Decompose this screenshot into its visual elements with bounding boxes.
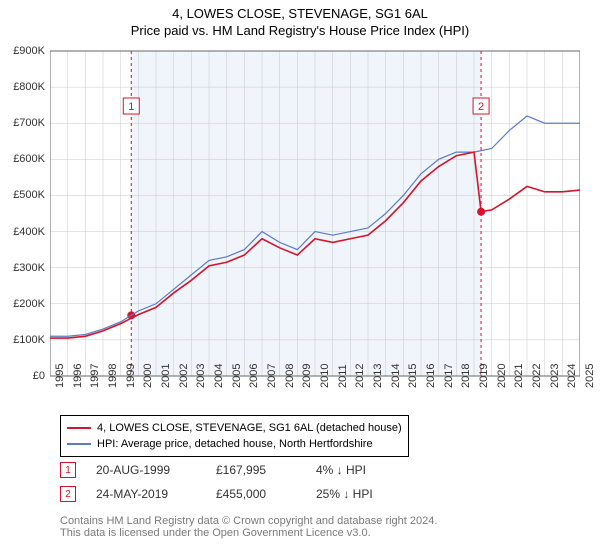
x-axis-label: 2020 bbox=[496, 364, 508, 388]
x-axis-label: 2005 bbox=[231, 364, 243, 388]
tx-price: £455,000 bbox=[216, 487, 296, 501]
x-axis-label: 2006 bbox=[248, 364, 260, 388]
legend-label: 4, LOWES CLOSE, STEVENAGE, SG1 6AL (deta… bbox=[97, 422, 402, 434]
legend-item: HPI: Average price, detached house, Nort… bbox=[67, 436, 402, 452]
tx-pct: 25% ↓ HPI bbox=[316, 487, 426, 501]
x-axis-label: 2017 bbox=[443, 364, 455, 388]
x-axis-label: 2007 bbox=[266, 364, 278, 388]
y-axis-label: £800K bbox=[13, 81, 45, 93]
chart-svg: 12 bbox=[50, 46, 580, 381]
y-axis-label: £100K bbox=[13, 334, 45, 346]
chart-container: 4, LOWES CLOSE, STEVENAGE, SG1 6AL Price… bbox=[0, 0, 600, 560]
y-axis-label: £0 bbox=[33, 370, 45, 382]
y-axis-label: £600K bbox=[13, 153, 45, 165]
x-axis-label: 2001 bbox=[160, 364, 172, 388]
x-axis-label: 2013 bbox=[372, 364, 384, 388]
legend: 4, LOWES CLOSE, STEVENAGE, SG1 6AL (deta… bbox=[60, 415, 409, 457]
chart-title: 4, LOWES CLOSE, STEVENAGE, SG1 6AL bbox=[0, 0, 600, 21]
y-axis-label: £300K bbox=[13, 262, 45, 274]
x-axis-label: 2004 bbox=[213, 364, 225, 388]
x-axis-label: 2000 bbox=[142, 364, 154, 388]
tx-price: £167,995 bbox=[216, 463, 296, 477]
svg-text:2: 2 bbox=[478, 101, 484, 113]
x-axis-label: 2012 bbox=[354, 364, 366, 388]
chart-subtitle: Price paid vs. HM Land Registry's House … bbox=[0, 21, 600, 38]
x-axis-label: 2010 bbox=[319, 364, 331, 388]
tx-date: 24-MAY-2019 bbox=[96, 487, 196, 501]
svg-text:1: 1 bbox=[128, 101, 134, 113]
y-axis-label: £500K bbox=[13, 189, 45, 201]
transactions-table: 1 20-AUG-1999 £167,995 4% ↓ HPI 2 24-MAY… bbox=[60, 458, 426, 506]
y-axis-label: £400K bbox=[13, 226, 45, 238]
x-axis-label: 2021 bbox=[513, 364, 525, 388]
chart-area: 12 £0£100K£200K£300K£400K£500K£600K£700K… bbox=[50, 46, 580, 381]
x-axis-label: 2003 bbox=[195, 364, 207, 388]
legend-label: HPI: Average price, detached house, Nort… bbox=[97, 438, 373, 450]
x-axis-label: 1998 bbox=[107, 364, 119, 388]
x-axis-label: 1997 bbox=[89, 364, 101, 388]
x-axis-label: 2023 bbox=[549, 364, 561, 388]
x-axis-label: 2025 bbox=[584, 364, 596, 388]
x-axis-label: 2019 bbox=[478, 364, 490, 388]
y-axis-label: £900K bbox=[13, 45, 45, 57]
x-axis-label: 2016 bbox=[425, 364, 437, 388]
x-axis-label: 1999 bbox=[125, 364, 137, 388]
x-axis-label: 1996 bbox=[72, 364, 84, 388]
y-axis-label: £200K bbox=[13, 298, 45, 310]
footer-line: Contains HM Land Registry data © Crown c… bbox=[60, 515, 437, 527]
x-axis-label: 2022 bbox=[531, 364, 543, 388]
footer-attribution: Contains HM Land Registry data © Crown c… bbox=[60, 515, 437, 539]
marker-badge: 1 bbox=[60, 462, 76, 478]
x-axis-label: 2024 bbox=[566, 364, 578, 388]
transaction-row: 2 24-MAY-2019 £455,000 25% ↓ HPI bbox=[60, 482, 426, 506]
tx-date: 20-AUG-1999 bbox=[96, 463, 196, 477]
x-axis-label: 2018 bbox=[460, 364, 472, 388]
footer-line: This data is licensed under the Open Gov… bbox=[60, 527, 437, 539]
x-axis-label: 2009 bbox=[301, 364, 313, 388]
x-axis-label: 2002 bbox=[178, 364, 190, 388]
legend-item: 4, LOWES CLOSE, STEVENAGE, SG1 6AL (deta… bbox=[67, 420, 402, 436]
legend-swatch bbox=[67, 443, 91, 445]
x-axis-label: 2008 bbox=[284, 364, 296, 388]
transaction-row: 1 20-AUG-1999 £167,995 4% ↓ HPI bbox=[60, 458, 426, 482]
legend-swatch bbox=[67, 427, 91, 429]
x-axis-label: 2014 bbox=[390, 364, 402, 388]
y-axis-label: £700K bbox=[13, 117, 45, 129]
x-axis-label: 2015 bbox=[407, 364, 419, 388]
x-axis-label: 2011 bbox=[337, 364, 349, 388]
tx-pct: 4% ↓ HPI bbox=[316, 463, 426, 477]
marker-badge: 2 bbox=[60, 486, 76, 502]
x-axis-label: 1995 bbox=[54, 364, 66, 388]
